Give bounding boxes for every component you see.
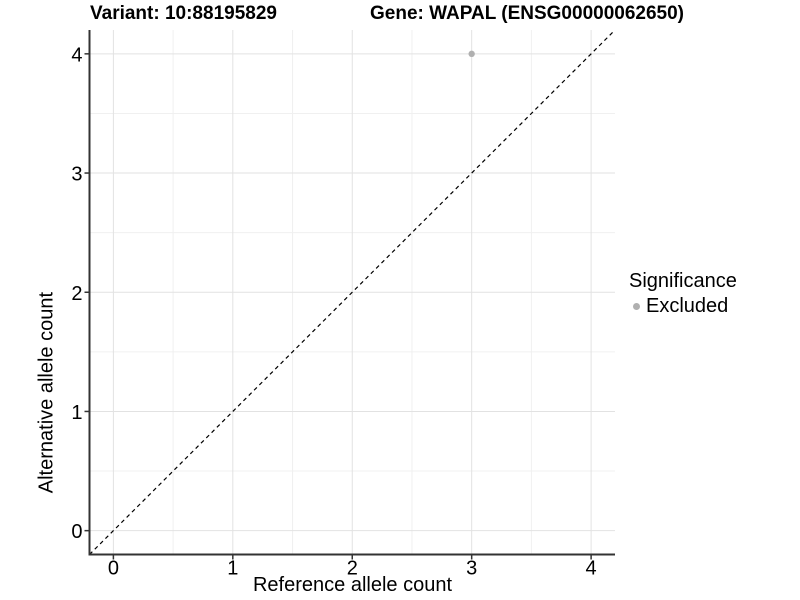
y-tick-label: 0 <box>71 521 82 543</box>
x-tick-label: 1 <box>227 558 238 580</box>
y-tick-label: 1 <box>71 402 82 424</box>
y-tick-label: 2 <box>71 283 82 305</box>
x-tick-label: 0 <box>108 558 119 580</box>
identity-dashed-line <box>89 29 616 555</box>
plot-title-variant: Variant: 10:88195829 <box>90 3 277 24</box>
legend-title: Significance <box>629 270 737 292</box>
data-point <box>468 50 475 58</box>
legend: Significance Excluded <box>629 270 737 318</box>
y-axis-title-text: Alternative allele count <box>35 291 57 494</box>
x-axis-title: Reference allele count <box>252 574 452 596</box>
y-tick-label: 4 <box>71 44 82 66</box>
x-tick-label: 2 <box>347 558 358 580</box>
x-tick-label: 3 <box>466 558 477 580</box>
legend-item-label: Excluded <box>646 295 729 317</box>
plot-title-gene: Gene: WAPAL (ENSG00000062650) <box>370 3 684 24</box>
y-tick-label: 3 <box>71 164 82 186</box>
legend-point-icon <box>633 303 640 310</box>
legend-item-excluded: Excluded <box>629 295 737 318</box>
x-tick-label: 4 <box>586 558 597 580</box>
